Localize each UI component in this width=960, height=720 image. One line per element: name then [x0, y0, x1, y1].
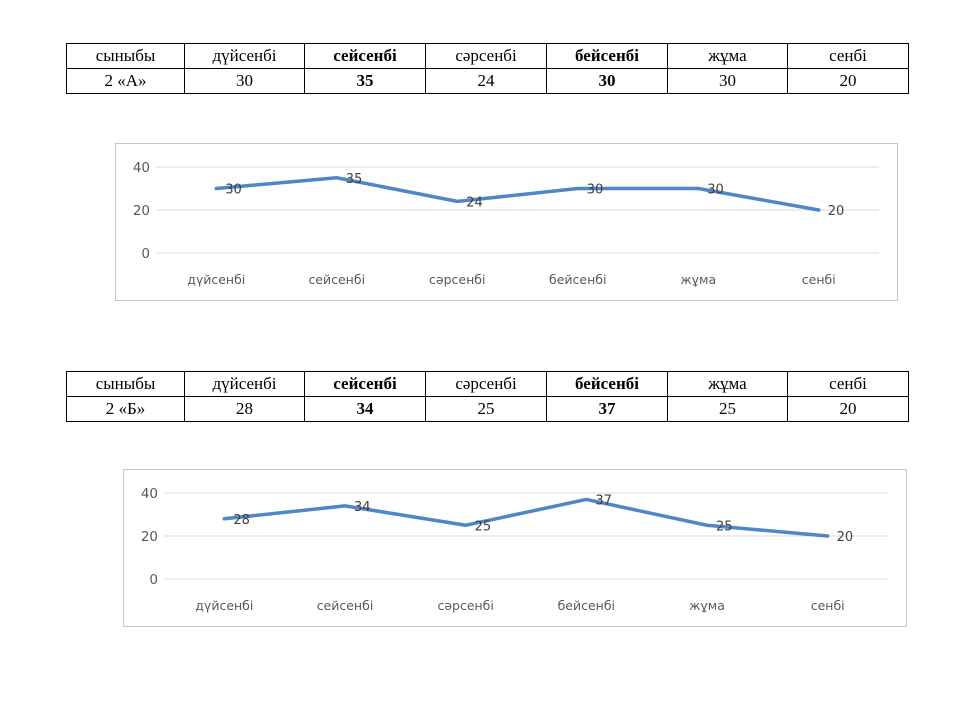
data-label: 37 [595, 493, 612, 508]
x-category-label: дүйсенбі [195, 598, 253, 613]
x-category-label: жұма [689, 598, 725, 613]
x-category-label: сәрсенбі [429, 272, 485, 287]
y-tick-label: 0 [149, 572, 158, 588]
series-line [222, 497, 830, 538]
table-header-cell: дүйсенбі [184, 371, 305, 397]
data-label: 34 [354, 500, 371, 515]
x-category-label: сәрсенбі [437, 598, 493, 613]
y-tick-label: 0 [141, 246, 150, 262]
table-header-cell: жұма [667, 43, 788, 69]
x-category-label: сенбі [802, 272, 836, 287]
data-label: 20 [828, 204, 845, 219]
table-header-cell: дүйсенбі [184, 43, 305, 69]
class-2b-table: сыныбы дүйсенбі сейсенбі сәрсенбі бейсен… [66, 371, 909, 422]
table-cell: 37 [546, 396, 668, 422]
x-category-label: дүйсенбі [187, 272, 245, 287]
table-header-cell: жұма [667, 371, 788, 397]
x-category-label: сейсенбі [308, 272, 365, 287]
table-cell: 25 [667, 396, 788, 422]
table-header-cell: сәрсенбі [425, 43, 547, 69]
data-label: 28 [233, 513, 250, 528]
table-cell: 24 [425, 68, 547, 94]
table-row: 2 «Б» 28 34 25 37 25 20 [66, 396, 909, 422]
data-label: 30 [587, 183, 604, 198]
data-label: 25 [716, 519, 733, 534]
class-2a-line-chart: 0 20 40 дүйсенбі сейсенбі сәрсенбі бейсенбі жұм… [115, 143, 898, 301]
table-header-cell: бейсенбі [546, 43, 668, 69]
table-header-cell: сенбі [787, 43, 909, 69]
data-label: 30 [707, 183, 724, 198]
table-cell: 34 [304, 396, 426, 422]
table-cell: 30 [667, 68, 788, 94]
y-tick-label: 40 [141, 486, 158, 502]
series-line [214, 176, 821, 212]
table-header-cell: сыныбы [66, 43, 185, 69]
table-header-cell: сейсенбі [304, 371, 426, 397]
y-tick-label: 20 [133, 203, 150, 219]
table-header-cell: сыныбы [66, 371, 185, 397]
table-cell: 30 [546, 68, 668, 94]
class-2b-line-chart: 0 20 40 дүйсенбі сейсенбі сәрсенбі бейсенбі жұм… [123, 469, 907, 627]
class-2a-table: сыныбы дүйсенбі сейсенбі сәрсенбі бейсен… [66, 43, 909, 94]
table-cell: 20 [787, 396, 909, 422]
y-tick-label: 20 [141, 529, 158, 545]
x-category-label: бейсенбі [558, 598, 615, 613]
data-label: 30 [225, 183, 242, 198]
table-cell: 2 «А» [66, 68, 185, 94]
table-row: 2 «А» 30 35 24 30 30 20 [66, 68, 909, 94]
data-label: 25 [475, 519, 492, 534]
y-tick-label: 40 [133, 160, 150, 176]
table-header-cell: бейсенбі [546, 371, 668, 397]
x-category-label: бейсенбі [549, 272, 606, 287]
table-header-cell: сәрсенбі [425, 371, 547, 397]
table-cell: 28 [184, 396, 305, 422]
data-label: 24 [466, 195, 483, 210]
table-header-row: сыныбы дүйсенбі сейсенбі сәрсенбі бейсен… [66, 371, 909, 397]
x-category-label: сенбі [811, 598, 845, 613]
table-header-cell: сенбі [787, 371, 909, 397]
line-chart-svg: 0 20 40 дүйсенбі сейсенбі сәрсенбі бейсенбі жұм… [133, 160, 879, 287]
data-label: 35 [346, 172, 363, 187]
data-label: 20 [837, 530, 854, 545]
x-category-label: сейсенбі [317, 598, 374, 613]
table-cell: 20 [787, 68, 909, 94]
table-header-cell: сейсенбі [304, 43, 426, 69]
table-header-row: сыныбы дүйсенбі сейсенбі сәрсенбі бейсен… [66, 43, 909, 69]
table-cell: 2 «Б» [66, 396, 185, 422]
table-cell: 25 [425, 396, 547, 422]
x-category-label: жұма [680, 272, 716, 287]
line-chart-svg: 0 20 40 дүйсенбі сейсенбі сәрсенбі бейсенбі жұм… [141, 486, 888, 613]
table-cell: 35 [304, 68, 426, 94]
table-cell: 30 [184, 68, 305, 94]
